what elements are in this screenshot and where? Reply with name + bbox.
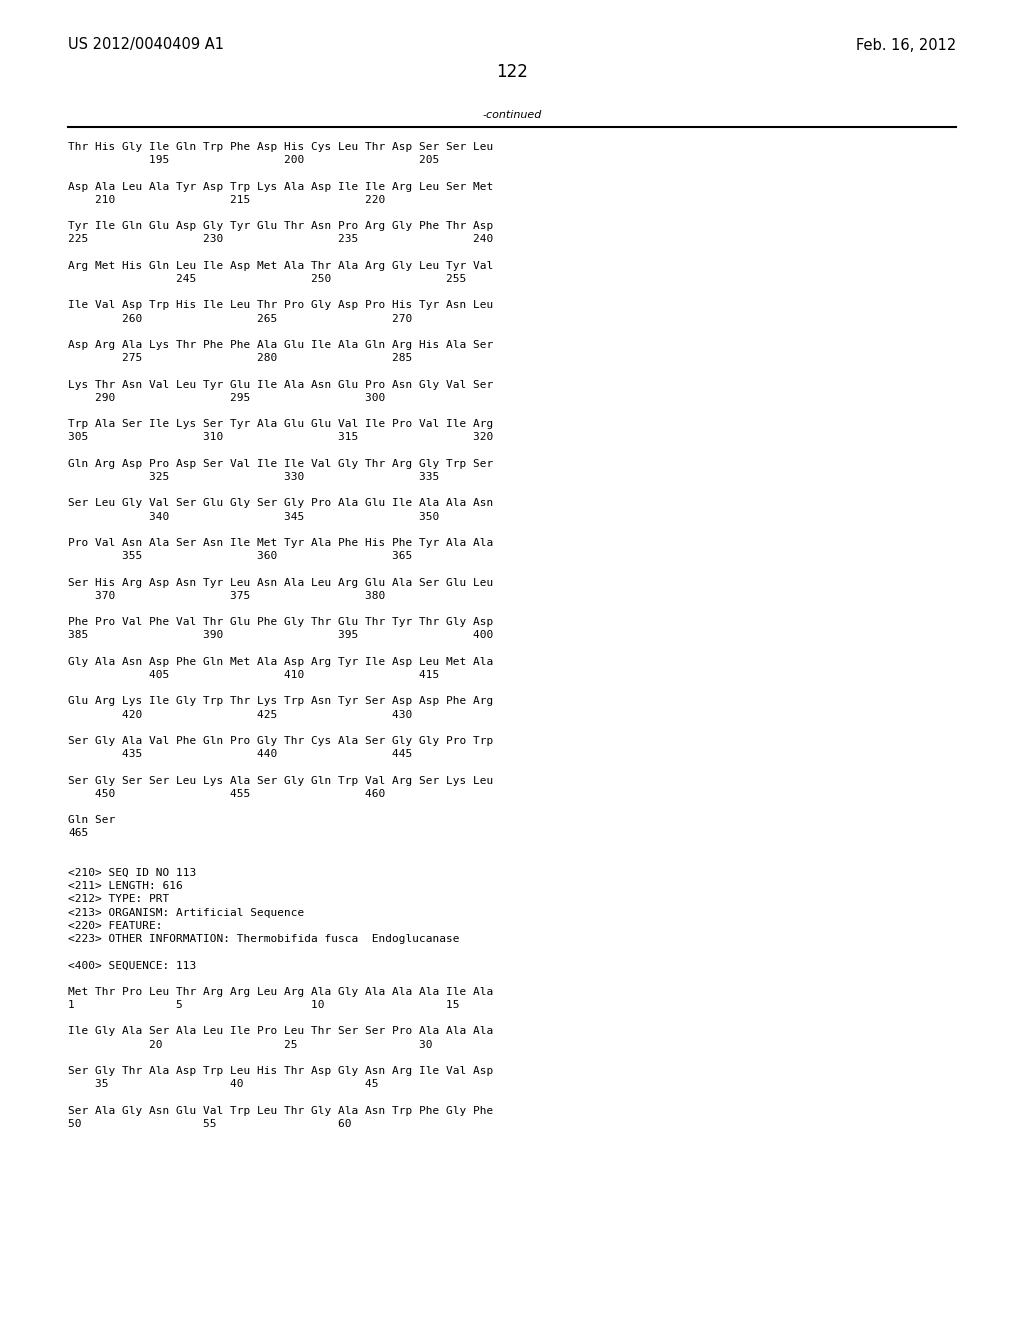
Text: Ser Ala Gly Asn Glu Val Trp Leu Thr Gly Ala Asn Trp Phe Gly Phe: Ser Ala Gly Asn Glu Val Trp Leu Thr Gly …: [68, 1106, 494, 1115]
Text: 1               5                   10                  15: 1 5 10 15: [68, 1001, 460, 1010]
Text: <213> ORGANISM: Artificial Sequence: <213> ORGANISM: Artificial Sequence: [68, 908, 304, 917]
Text: Phe Pro Val Phe Val Thr Glu Phe Gly Thr Glu Thr Tyr Thr Gly Asp: Phe Pro Val Phe Val Thr Glu Phe Gly Thr …: [68, 618, 494, 627]
Text: Thr His Gly Ile Gln Trp Phe Asp His Cys Leu Thr Asp Ser Ser Leu: Thr His Gly Ile Gln Trp Phe Asp His Cys …: [68, 143, 494, 152]
Text: 290                 295                 300: 290 295 300: [68, 393, 385, 403]
Text: 35                  40                  45: 35 40 45: [68, 1080, 379, 1089]
Text: <220> FEATURE:: <220> FEATURE:: [68, 921, 163, 931]
Text: Ser His Arg Asp Asn Tyr Leu Asn Ala Leu Arg Glu Ala Ser Glu Leu: Ser His Arg Asp Asn Tyr Leu Asn Ala Leu …: [68, 578, 494, 587]
Text: Asp Ala Leu Ala Tyr Asp Trp Lys Ala Asp Ile Ile Arg Leu Ser Met: Asp Ala Leu Ala Tyr Asp Trp Lys Ala Asp …: [68, 182, 494, 191]
Text: Ser Gly Ser Ser Leu Lys Ala Ser Gly Gln Trp Val Arg Ser Lys Leu: Ser Gly Ser Ser Leu Lys Ala Ser Gly Gln …: [68, 776, 494, 785]
Text: 370                 375                 380: 370 375 380: [68, 591, 385, 601]
Text: -continued: -continued: [482, 110, 542, 120]
Text: 325                 330                 335: 325 330 335: [68, 473, 439, 482]
Text: Gln Ser: Gln Ser: [68, 816, 116, 825]
Text: <210> SEQ ID NO 113: <210> SEQ ID NO 113: [68, 869, 197, 878]
Text: 385                 390                 395                 400: 385 390 395 400: [68, 631, 494, 640]
Text: 225                 230                 235                 240: 225 230 235 240: [68, 235, 494, 244]
Text: Ser Leu Gly Val Ser Glu Gly Ser Gly Pro Ala Glu Ile Ala Ala Asn: Ser Leu Gly Val Ser Glu Gly Ser Gly Pro …: [68, 499, 494, 508]
Text: Tyr Ile Gln Glu Asp Gly Tyr Glu Thr Asn Pro Arg Gly Phe Thr Asp: Tyr Ile Gln Glu Asp Gly Tyr Glu Thr Asn …: [68, 222, 494, 231]
Text: 435                 440                 445: 435 440 445: [68, 750, 413, 759]
Text: Trp Ala Ser Ile Lys Ser Tyr Ala Glu Glu Val Ile Pro Val Ile Arg: Trp Ala Ser Ile Lys Ser Tyr Ala Glu Glu …: [68, 420, 494, 429]
Text: 305                 310                 315                 320: 305 310 315 320: [68, 433, 494, 442]
Text: Met Thr Pro Leu Thr Arg Arg Leu Arg Ala Gly Ala Ala Ala Ile Ala: Met Thr Pro Leu Thr Arg Arg Leu Arg Ala …: [68, 987, 494, 997]
Text: Asp Arg Ala Lys Thr Phe Phe Ala Glu Ile Ala Gln Arg His Ala Ser: Asp Arg Ala Lys Thr Phe Phe Ala Glu Ile …: [68, 341, 494, 350]
Text: 355                 360                 365: 355 360 365: [68, 552, 413, 561]
Text: 260                 265                 270: 260 265 270: [68, 314, 413, 323]
Text: Ile Gly Ala Ser Ala Leu Ile Pro Leu Thr Ser Ser Pro Ala Ala Ala: Ile Gly Ala Ser Ala Leu Ile Pro Leu Thr …: [68, 1027, 494, 1036]
Text: <212> TYPE: PRT: <212> TYPE: PRT: [68, 895, 169, 904]
Text: Glu Arg Lys Ile Gly Trp Thr Lys Trp Asn Tyr Ser Asp Asp Phe Arg: Glu Arg Lys Ile Gly Trp Thr Lys Trp Asn …: [68, 697, 494, 706]
Text: <223> OTHER INFORMATION: Thermobifida fusca  Endoglucanase: <223> OTHER INFORMATION: Thermobifida fu…: [68, 935, 460, 944]
Text: US 2012/0040409 A1: US 2012/0040409 A1: [68, 37, 224, 53]
Text: Gly Ala Asn Asp Phe Gln Met Ala Asp Arg Tyr Ile Asp Leu Met Ala: Gly Ala Asn Asp Phe Gln Met Ala Asp Arg …: [68, 657, 494, 667]
Text: Pro Val Asn Ala Ser Asn Ile Met Tyr Ala Phe His Phe Tyr Ala Ala: Pro Val Asn Ala Ser Asn Ile Met Tyr Ala …: [68, 539, 494, 548]
Text: Ile Val Asp Trp His Ile Leu Thr Pro Gly Asp Pro His Tyr Asn Leu: Ile Val Asp Trp His Ile Leu Thr Pro Gly …: [68, 301, 494, 310]
Text: 450                 455                 460: 450 455 460: [68, 789, 385, 799]
Text: <400> SEQUENCE: 113: <400> SEQUENCE: 113: [68, 961, 197, 970]
Text: 50                  55                  60: 50 55 60: [68, 1119, 351, 1129]
Text: 195                 200                 205: 195 200 205: [68, 156, 439, 165]
Text: 465: 465: [68, 829, 88, 838]
Text: Feb. 16, 2012: Feb. 16, 2012: [856, 37, 956, 53]
Text: 210                 215                 220: 210 215 220: [68, 195, 385, 205]
Text: 122: 122: [496, 63, 528, 81]
Text: Ser Gly Thr Ala Asp Trp Leu His Thr Asp Gly Asn Arg Ile Val Asp: Ser Gly Thr Ala Asp Trp Leu His Thr Asp …: [68, 1067, 494, 1076]
Text: 405                 410                 415: 405 410 415: [68, 671, 439, 680]
Text: Gln Arg Asp Pro Asp Ser Val Ile Ile Val Gly Thr Arg Gly Trp Ser: Gln Arg Asp Pro Asp Ser Val Ile Ile Val …: [68, 459, 494, 469]
Text: 275                 280                 285: 275 280 285: [68, 354, 413, 363]
Text: <211> LENGTH: 616: <211> LENGTH: 616: [68, 882, 182, 891]
Text: Arg Met His Gln Leu Ile Asp Met Ala Thr Ala Arg Gly Leu Tyr Val: Arg Met His Gln Leu Ile Asp Met Ala Thr …: [68, 261, 494, 271]
Text: 20                  25                  30: 20 25 30: [68, 1040, 432, 1049]
Text: 245                 250                 255: 245 250 255: [68, 275, 466, 284]
Text: Ser Gly Ala Val Phe Gln Pro Gly Thr Cys Ala Ser Gly Gly Pro Trp: Ser Gly Ala Val Phe Gln Pro Gly Thr Cys …: [68, 737, 494, 746]
Text: Lys Thr Asn Val Leu Tyr Glu Ile Ala Asn Glu Pro Asn Gly Val Ser: Lys Thr Asn Val Leu Tyr Glu Ile Ala Asn …: [68, 380, 494, 389]
Text: 420                 425                 430: 420 425 430: [68, 710, 413, 719]
Text: 340                 345                 350: 340 345 350: [68, 512, 439, 521]
